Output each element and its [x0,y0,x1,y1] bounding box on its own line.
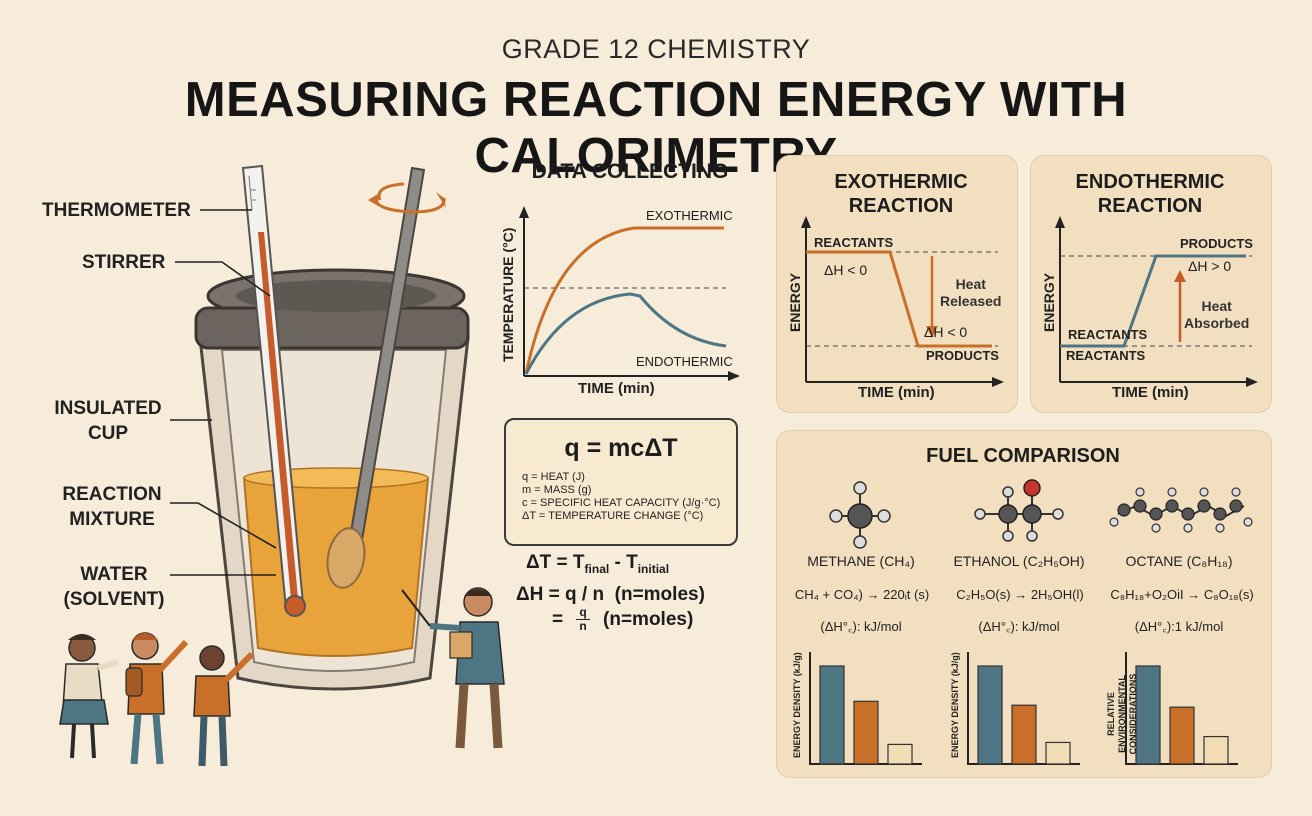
endo-products-label: PRODUCTS [1180,236,1253,251]
exothermic-curve [524,226,724,375]
fuel-equation-ethanol: C₂H₅O(s) → 2H₅OH(l) [956,587,1084,602]
delta-t-formula: ΔT = Tfinal - Tinitial [526,552,670,576]
legend-specific-heat: c = SPECIFIC HEAT CAPACITY (J/g·°C) [522,497,721,509]
legend-heat: q = HEAT (J) [522,471,585,483]
thermometer [241,164,306,617]
exothermic-panel [776,155,1018,413]
fuel-equation-octane: C₈H₁₈+O₂OiI → C₈O₁₈(s) [1110,587,1254,602]
fuel-bar-charts [809,652,1238,765]
endothermic-ylabel: ENERGY [1041,272,1057,332]
label-stirrer: STIRRER [82,252,166,273]
fuel-bar [853,700,879,765]
endothermic-panel [1030,155,1272,413]
exo-delta-h-bottom: ΔH < 0 [924,324,968,340]
data-collecting-title: DATA COLLECTING [531,160,729,183]
exothermic-xlabel: TIME (min) [858,384,935,401]
legend-mass: m = MASS (g) [522,484,592,496]
subtitle: GRADE 12 CHEMISTRY [501,34,811,64]
formula-box: q = mcΔT q = HEAT (J) m = MASS (g) c = S… [504,418,738,546]
fuel-bar [1045,741,1071,765]
ethanol-molecule [974,479,1064,542]
endo-reactants-label-2: REACTANTS [1066,348,1146,363]
fuel-name-octane: OCTANE (C₈H₁₈) [1125,553,1233,569]
methane-molecule [829,481,891,549]
endothermic-xlabel: TIME (min) [1112,384,1189,401]
legend-temperature-change: ΔT = TEMPERATURE CHANGE (°C) [522,510,704,522]
fuel-enthalpy-octane: (ΔH°꜀):1 kJ/mol [1134,619,1224,634]
fuel-bar [977,665,1003,765]
fuel-ylabel-ethanol: ENERGY DENSITY (kJ/g) [950,652,960,758]
endo-reactants-label: REACTANTS [1068,327,1148,342]
students [59,632,255,767]
heat-absorbed-label: Heat Absorbed [1184,298,1250,331]
label-reaction-mixture: REACTION MIXTURE [62,484,162,530]
fuel-chart-axis [967,652,1080,765]
fuel-bar [1169,706,1195,765]
temperature-time-chart [519,206,740,381]
exo-delta-h-top: ΔH < 0 [824,262,868,278]
fuel-bar [819,665,845,765]
endothermic-energy-diagram [1055,216,1258,387]
calorimeter-illustration [59,164,505,767]
data-collecting-xlabel: TIME (min) [578,380,655,397]
heat-released-label: Heat Released [940,276,1002,309]
exo-reactants-label: REACTANTS [814,235,894,250]
exo-products-label: PRODUCTS [926,348,999,363]
fuel-bar [1011,704,1037,765]
teacher [401,587,505,749]
fuel-chart-axis [1125,652,1238,765]
fuel-bar [1135,665,1161,765]
formula-legend: q = HEAT (J) m = MASS (g) c = SPECIFIC H… [522,471,736,523]
data-collecting-ylabel: TEMPERATURE (°C) [500,227,516,362]
fuel-name-ethanol: ETHANOL (C₂H₅OH) [953,553,1085,569]
fuel-comparison-title: FUEL COMPARISON [926,445,1120,467]
page-title: MEASURING REACTION ENERGY WITH CALORIMET… [184,73,1128,183]
exothermic-curve-label: EXOTHERMIC [646,208,733,223]
octane-molecule [1109,487,1253,533]
fuel-name-methane: METHANE (CH₄) [807,553,915,569]
endothermic-curve [524,292,727,375]
fuel-enthalpy-methane: (ΔH°꜀): kJ/mol [820,619,902,634]
heat-formula: q = mcΔT [564,434,678,462]
exothermic-title: EXOTHERMIC REACTION [834,171,968,217]
fuel-enthalpy-ethanol: (ΔH°꜀): kJ/mol [978,619,1060,634]
fuel-chart-axis [809,652,922,765]
stirrer [326,166,446,589]
fuel-ylabel-octane: RELATIVE ENVIRONMENTAL CONSIDERATIONS [1106,673,1138,755]
endothermic-curve-label: ENDOTHERMIC [636,354,733,369]
endothermic-title: ENDOTHERMIC REACTION [1075,171,1225,217]
endo-delta-h: ΔH > 0 [1188,258,1232,274]
delta-h-formula: ΔH = q / n (n=moles) [516,584,705,605]
fuel-bar [887,743,913,765]
label-water-solvent: WATER (SOLVENT) [63,564,165,610]
fuel-bar [1203,735,1229,765]
fuel-ylabel-methane: ENERGY DENSITY (kJ/g) [792,652,802,758]
exothermic-ylabel: ENERGY [787,272,803,332]
label-insulated-cup: INSULATED CUP [54,398,162,444]
molecule-models [829,479,1253,549]
label-thermometer: THERMOMETER [42,200,191,221]
fuel-equation-methane: CH₄ + CO₄) → 220ᵢt (s) [794,587,930,602]
exothermic-energy-diagram [801,216,1004,387]
